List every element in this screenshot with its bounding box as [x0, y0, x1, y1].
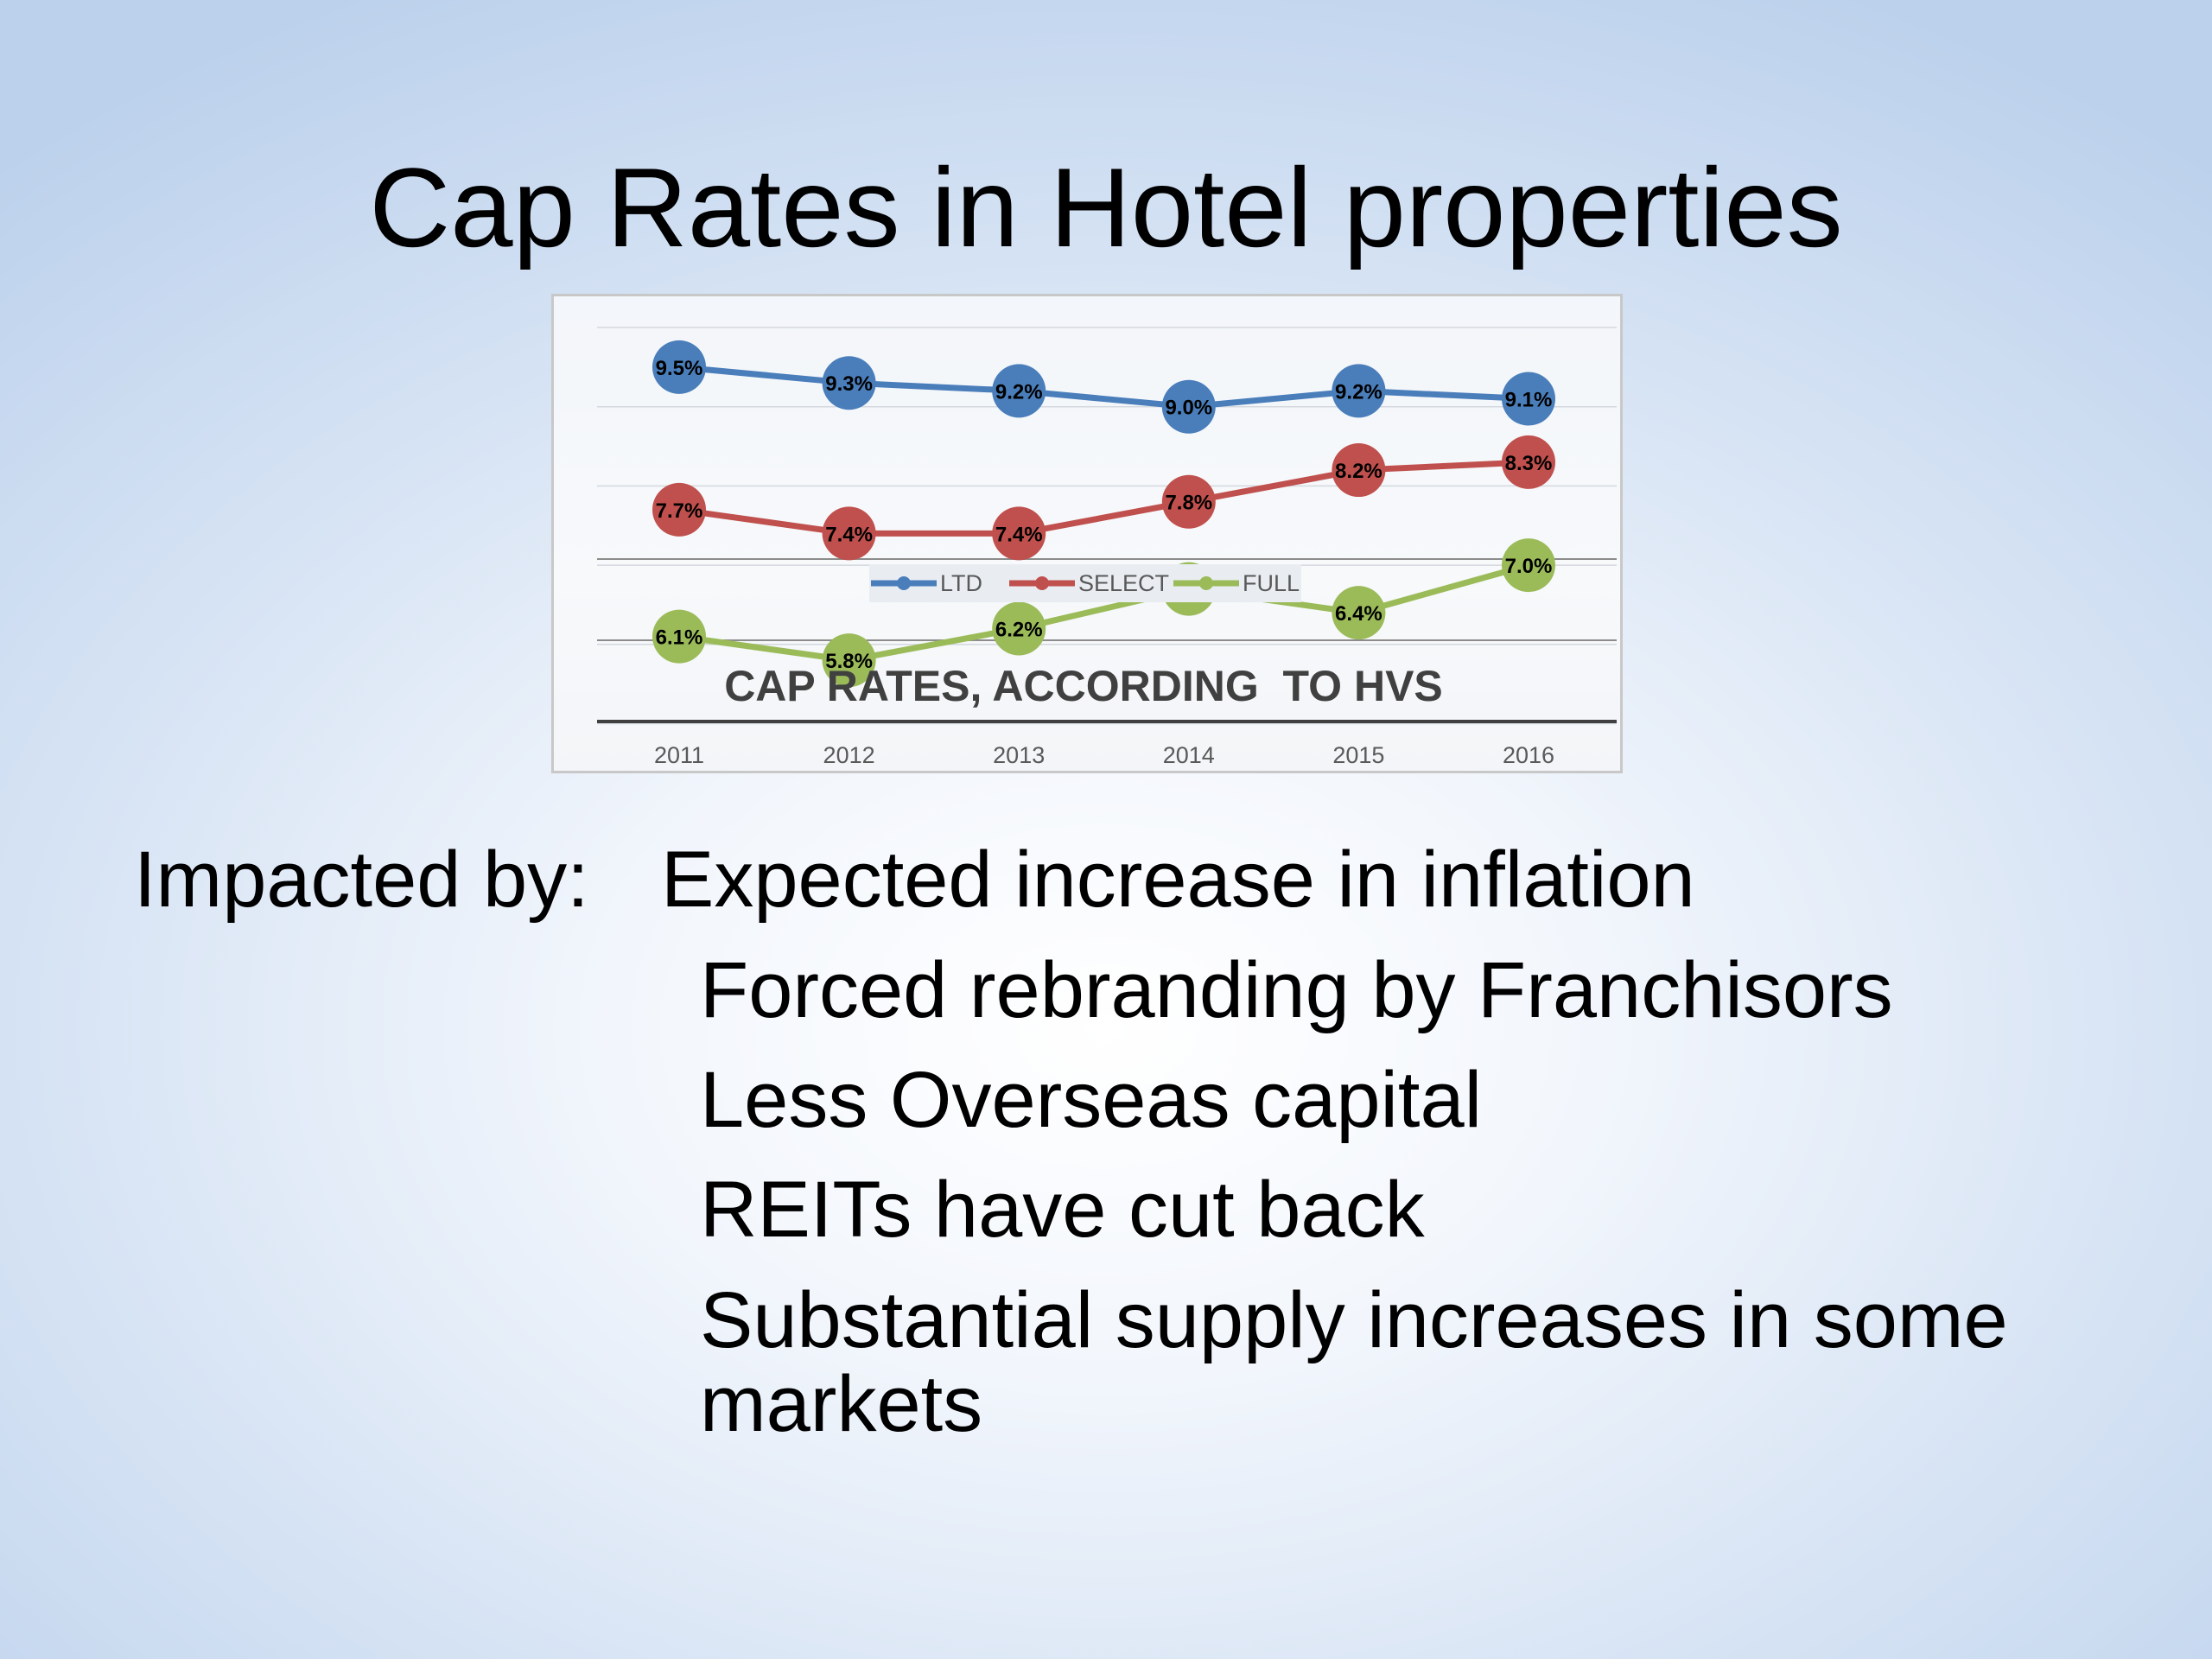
data-label: 9.1% [1505, 389, 1553, 412]
data-point [1161, 474, 1216, 529]
data-point [992, 601, 1046, 656]
series-ltd: 9.5% 9.3% 9.2% 9.0% 9.2% 9.1% [652, 340, 1555, 434]
series-select: 7.7% 7.4% 7.4% 7.8% 8.2% 8.3% [652, 435, 1555, 561]
data-label: 9.2% [995, 380, 1043, 404]
x-axis-ticks: 2011 2012 2013 2014 2015 2016 [654, 742, 1554, 768]
data-point [822, 356, 876, 410]
data-label: 6.4% [1335, 602, 1382, 626]
legend-item: SELECT [1009, 570, 1169, 596]
impacted-by-label: Impacted by: [134, 836, 589, 924]
series-layer: 9.5% 9.3% 9.2% 9.0% 9.2% 9.1% 7.7% 7.4% 7.4% 7.8%… [652, 340, 1555, 688]
data-point [1502, 538, 1555, 593]
series-line [676, 364, 1532, 410]
data-point [1332, 586, 1386, 640]
series-line [676, 562, 1532, 664]
data-point [822, 506, 876, 561]
factor-item: Substantial supply increases in some [700, 1276, 2008, 1364]
data-label: 7.4% [995, 523, 1043, 546]
data-point [652, 609, 706, 664]
factor-item: REITs have cut back [700, 1166, 1425, 1254]
data-point [1502, 435, 1555, 489]
legend-label: SELECT [1078, 570, 1169, 596]
chart-canvas: 9.5% 9.3% 9.2% 9.0% 9.2% 9.1% 7.7% 7.4% 7.4% 7.8%… [597, 327, 1617, 768]
legend-swatch-marker [1199, 576, 1213, 590]
factor-item: markets [700, 1360, 983, 1448]
legend-item: FULL [1173, 570, 1300, 596]
chart-title: CAP RATES, ACCORDING TO HVS [724, 662, 1443, 710]
x-tick-label: 2014 [1163, 742, 1215, 768]
factor-item: Less Overseas capital [700, 1056, 1483, 1144]
data-point [652, 482, 706, 537]
legend-label: FULL [1243, 570, 1300, 596]
factor-item: Expected increase in inflation [661, 836, 1695, 924]
x-tick-label: 2015 [1332, 742, 1384, 768]
data-label: 5.8% [825, 650, 873, 673]
data-label: 7.4% [825, 523, 873, 546]
x-tick-label: 2012 [823, 742, 875, 768]
x-tick-label: 2011 [654, 742, 704, 768]
data-point [822, 633, 876, 688]
data-point [652, 340, 706, 394]
data-label: 9.0% [1165, 397, 1212, 420]
data-point [1502, 372, 1555, 426]
legend-swatch-marker [1035, 576, 1049, 590]
data-label: 7.8% [1165, 492, 1212, 515]
data-label: 7.0% [1505, 555, 1553, 578]
gridlines [597, 327, 1617, 725]
data-label: 6.2% [995, 618, 1043, 641]
data-point [992, 364, 1046, 418]
data-label: 8.2% [1335, 460, 1382, 483]
data-point [1161, 379, 1216, 434]
factor-item: Forced rebranding by Franchisors [700, 946, 1893, 1034]
legend-label: LTD [940, 570, 982, 596]
data-label: 6.1% [656, 626, 703, 650]
cap-rates-chart: 9.5% 9.3% 9.2% 9.0% 9.2% 9.1% 7.7% 7.4% 7.4% 7.8%… [551, 294, 1623, 773]
data-point [992, 506, 1046, 561]
data-label: 9.2% [1335, 380, 1382, 404]
series-line [676, 459, 1532, 537]
data-label: 9.3% [825, 372, 873, 396]
data-label: 8.3% [1505, 452, 1553, 475]
data-label: 7.7% [656, 499, 703, 523]
x-tick-label: 2013 [993, 742, 1045, 768]
data-point [1332, 443, 1386, 498]
data-label: 9.5% [656, 357, 703, 380]
legend: LTD SELECT FULL [869, 564, 1301, 602]
slide-title: Cap Rates in Hotel properties [369, 144, 1843, 270]
legend-swatch-marker [897, 576, 911, 590]
legend-item: LTD [871, 570, 982, 596]
x-tick-label: 2016 [1503, 742, 1554, 768]
data-point [1332, 364, 1386, 418]
